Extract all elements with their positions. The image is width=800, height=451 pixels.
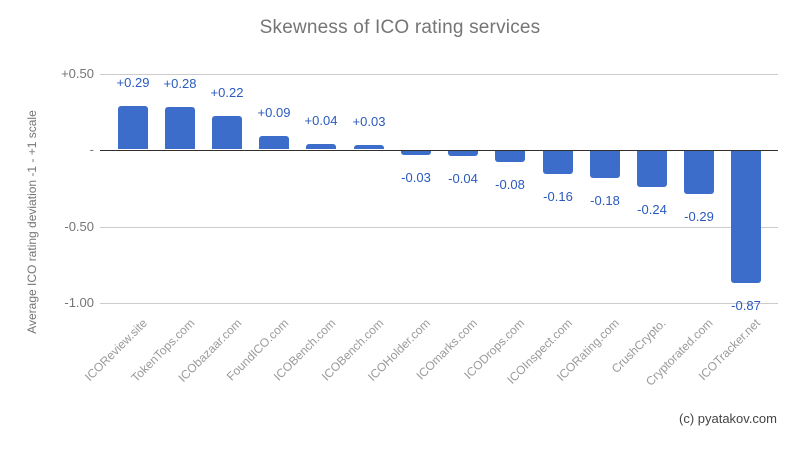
bar-value-label: -0.03 bbox=[401, 170, 431, 185]
bar-value-label: +0.28 bbox=[163, 76, 197, 91]
bar-ICOHolder.com bbox=[401, 151, 431, 155]
bar-ICOTracker.net bbox=[731, 151, 761, 283]
bar-value-label: +0.04 bbox=[304, 113, 338, 128]
bar-Cryptorated.com bbox=[684, 151, 714, 194]
bar-value-label: -0.16 bbox=[543, 189, 573, 204]
bar-value-label: +0.29 bbox=[116, 75, 150, 90]
y-tick-label: -0.50 bbox=[64, 219, 94, 234]
bar-ICOBench.com bbox=[306, 144, 336, 149]
footer-credit: (c) pyatakov.com bbox=[678, 411, 777, 426]
bar-FoundICO.com bbox=[259, 136, 289, 149]
bar-value-label: -0.18 bbox=[590, 193, 620, 208]
bar-value-label: +0.03 bbox=[352, 114, 386, 129]
y-tick-label: - bbox=[89, 142, 94, 157]
zero-baseline bbox=[100, 150, 778, 151]
gridline bbox=[100, 303, 778, 304]
bar-ICOReview.site bbox=[118, 106, 148, 149]
y-tick-label: +0.50 bbox=[61, 66, 94, 81]
gridline bbox=[100, 227, 778, 228]
bar-value-label: +0.22 bbox=[210, 85, 244, 100]
bar-ICODrops.com bbox=[495, 151, 525, 162]
bar-ICORating.com bbox=[590, 151, 620, 178]
bar-ICOmarks.com bbox=[448, 151, 478, 156]
gridline bbox=[100, 74, 778, 75]
bar-value-label: -0.04 bbox=[448, 171, 478, 186]
bar-TokenTops.com bbox=[165, 107, 195, 149]
bar-ICOBench.com bbox=[354, 145, 384, 149]
y-tick-label: -1.00 bbox=[64, 295, 94, 310]
bar-ICOInspect.com bbox=[543, 151, 573, 174]
bar-value-label: -0.08 bbox=[495, 177, 525, 192]
bar-value-label: -0.24 bbox=[637, 202, 667, 217]
bar-ICObazaar.com bbox=[212, 116, 242, 149]
bar-CrushCrypto. bbox=[637, 151, 667, 187]
bar-value-label: +0.09 bbox=[257, 105, 291, 120]
bar-value-label: -0.29 bbox=[684, 209, 714, 224]
bar-value-label: -0.87 bbox=[731, 298, 761, 313]
chart-title: Skewness of ICO rating services bbox=[259, 17, 541, 38]
